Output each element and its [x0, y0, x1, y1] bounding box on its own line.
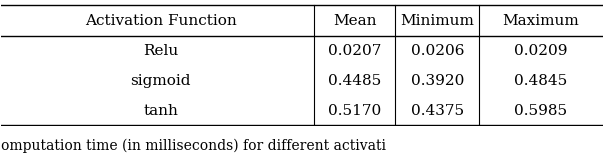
Text: Minimum: Minimum [400, 14, 474, 28]
Text: sigmoid: sigmoid [130, 74, 191, 88]
Text: 0.0209: 0.0209 [514, 44, 568, 58]
Text: Maximum: Maximum [503, 14, 579, 28]
Text: 0.4375: 0.4375 [411, 104, 464, 118]
Text: 0.0206: 0.0206 [411, 44, 464, 58]
Text: 0.5170: 0.5170 [328, 104, 381, 118]
Text: Activation Function: Activation Function [85, 14, 237, 28]
Text: 0.0207: 0.0207 [328, 44, 381, 58]
Text: 0.3920: 0.3920 [411, 74, 464, 88]
Text: omputation time (in milliseconds) for different activati: omputation time (in milliseconds) for di… [1, 139, 387, 153]
Text: tanh: tanh [143, 104, 178, 118]
Text: 0.4845: 0.4845 [515, 74, 568, 88]
Text: Relu: Relu [143, 44, 178, 58]
Text: Mean: Mean [333, 14, 376, 28]
Text: 0.4485: 0.4485 [328, 74, 381, 88]
Text: 0.5985: 0.5985 [515, 104, 568, 118]
